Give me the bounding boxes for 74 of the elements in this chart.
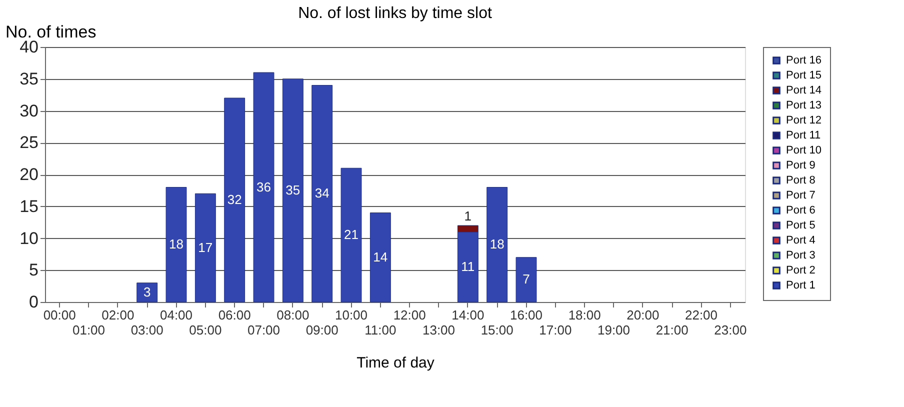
y-tick-label: 5 <box>29 260 38 280</box>
data-label: 32 <box>227 192 242 207</box>
data-label: 11 <box>461 258 475 274</box>
data-label: 14 <box>373 249 388 264</box>
legend-label: Port 1 <box>786 280 816 292</box>
bar <box>224 98 246 302</box>
x-tick-label: 04:00 <box>160 308 193 322</box>
x-tick-label: 02:00 <box>102 308 134 322</box>
x-tick-label: 05:00 <box>189 322 222 338</box>
x-tick-label: 20:00 <box>626 308 660 322</box>
legend-label: Port 5 <box>786 220 816 232</box>
x-tick-label: 23:00 <box>714 322 747 338</box>
data-label: 18 <box>490 236 504 252</box>
y-tick-label: 15 <box>20 196 38 216</box>
data-label: 36 <box>256 179 271 194</box>
x-tick-label: 08:00 <box>276 308 310 322</box>
x-tick-label: 11:00 <box>364 322 396 338</box>
legend-label: Port 7 <box>786 190 816 202</box>
data-label: 1 <box>464 208 472 224</box>
x-axis-title: Time of day <box>356 354 435 372</box>
legend-label: Port 10 <box>786 144 822 156</box>
legend-label: Port 8 <box>786 174 816 186</box>
x-tick-label: 07:00 <box>247 322 280 338</box>
legend-label: Port 6 <box>786 204 816 216</box>
bar <box>516 257 537 302</box>
y-tick-label: 10 <box>20 228 38 248</box>
y-tick-label: 30 <box>20 101 38 120</box>
y-tick-label: 25 <box>20 133 38 152</box>
bar <box>194 193 216 302</box>
bar <box>282 78 304 302</box>
y-tick-label: 20 <box>20 165 38 184</box>
legend-label: Port 3 <box>786 250 816 262</box>
legend-label: Port 15 <box>786 70 822 82</box>
x-tick-label: 03:00 <box>130 322 164 338</box>
bar <box>370 212 391 302</box>
x-tick-label: 19:00 <box>597 322 630 338</box>
legend-label: Port 16 <box>786 54 822 66</box>
bar <box>486 187 508 302</box>
data-label: 18 <box>169 236 184 252</box>
legend-label: Port 14 <box>786 84 822 96</box>
data-label: 3 <box>143 284 151 300</box>
x-tick-label: 21:00 <box>656 322 688 338</box>
legend-label: Port 13 <box>786 100 822 112</box>
legend-label: Port 12 <box>786 114 822 126</box>
x-tick-label: 22:00 <box>684 308 718 322</box>
x-tick-label: 18:00 <box>568 308 601 322</box>
x-tick-label: 17:00 <box>539 322 572 338</box>
x-tick-label: 01:00 <box>72 322 106 338</box>
bar <box>340 168 362 302</box>
legend-label: Port 2 <box>786 264 816 276</box>
data-label: 17 <box>198 240 213 255</box>
bar <box>253 72 274 302</box>
chart-title: No. of lost links by time slot <box>298 5 492 22</box>
x-tick-label: 15:00 <box>480 322 514 338</box>
bar <box>312 85 333 302</box>
x-tick-label: 10:00 <box>334 308 368 322</box>
y-tick-label: 35 <box>20 69 38 88</box>
legend-label: Port 9 <box>786 160 816 172</box>
bar <box>136 282 158 302</box>
x-tick-label: 16:00 <box>510 308 543 322</box>
y-tick-label: 0 <box>29 292 38 312</box>
legend-label: Port 4 <box>786 234 816 246</box>
x-tick-label: 12:00 <box>393 308 426 322</box>
data-label: 21 <box>344 227 358 242</box>
bar <box>166 187 187 302</box>
data-label: 35 <box>286 182 300 198</box>
data-label: 7 <box>522 272 530 287</box>
x-tick-label: 14:00 <box>452 308 484 322</box>
x-tick-label: 06:00 <box>218 308 251 322</box>
x-tick-label: 09:00 <box>306 322 338 338</box>
data-label: 34 <box>314 186 330 201</box>
x-tick-label: 13:00 <box>422 322 456 338</box>
x-tick-label: 00:00 <box>43 308 76 322</box>
legend-label: Port 11 <box>786 130 821 142</box>
